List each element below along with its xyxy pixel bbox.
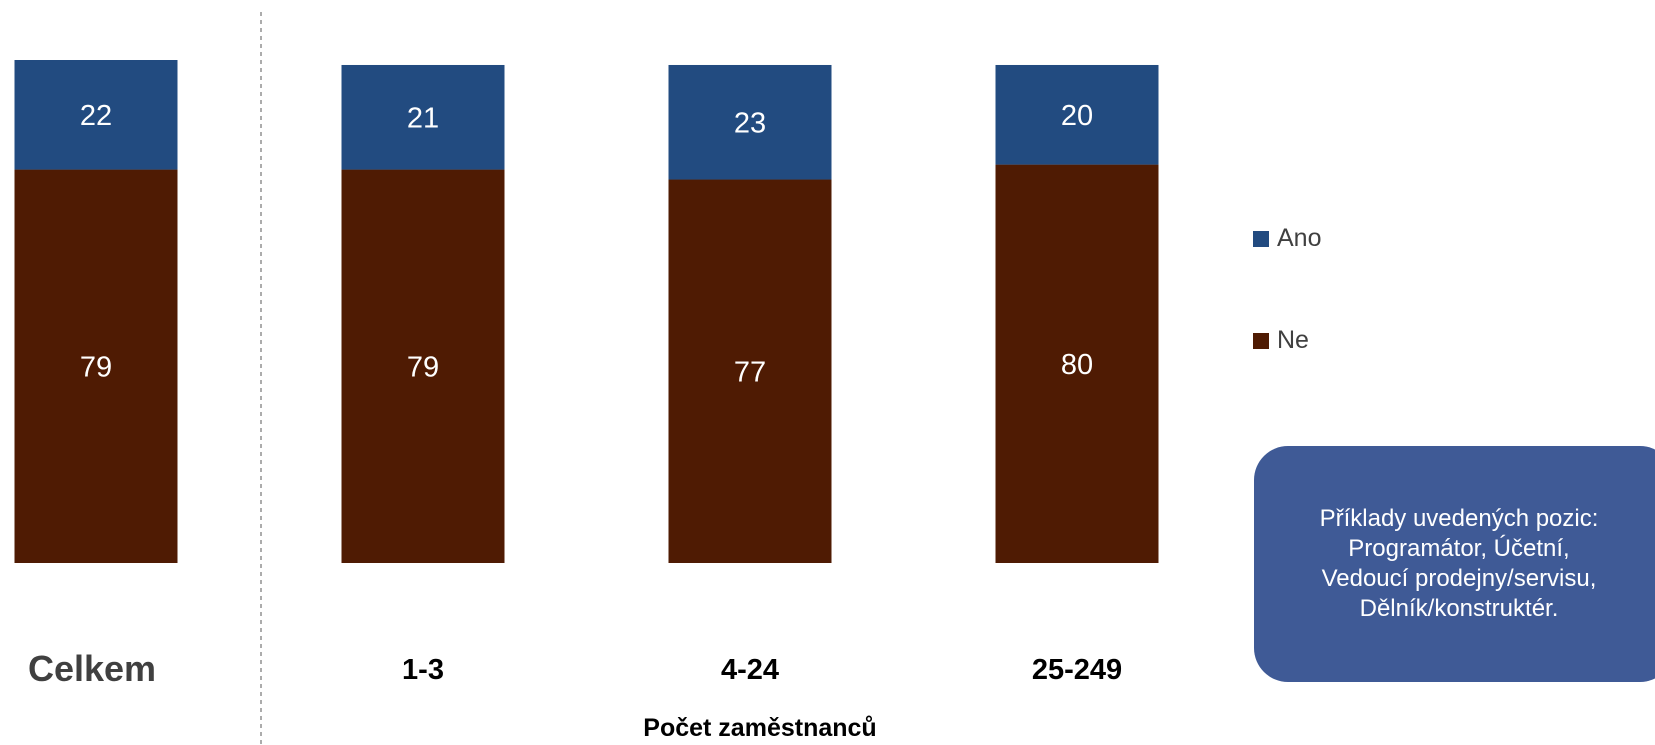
legend-swatch-ano (1253, 230, 1269, 247)
data-label-ano: 22 (80, 100, 112, 132)
category-tick-label: Celkem (28, 648, 156, 689)
category-ticks-group: Celkem 1-3 4-24 25-249 (28, 648, 1122, 689)
data-label-ne: 79 (407, 351, 439, 383)
note-line: Programátor, Účetní, (1348, 535, 1570, 562)
data-label-ano: 23 (734, 107, 766, 139)
category-tick-label: 25-249 (1032, 654, 1122, 686)
bar-ano-25-249 (995, 64, 1159, 165)
note-line: Dělník/konstruktér. (1359, 595, 1559, 622)
legend-swatch-ne (1253, 332, 1269, 349)
data-label-ano: 21 (407, 102, 439, 134)
legend-label-ano: Ano (1277, 224, 1322, 252)
data-label-ne: 79 (80, 351, 112, 383)
category-tick-label: 4-24 (721, 654, 779, 686)
bar-ano-Celkem (14, 60, 178, 170)
legend-label-ne: Ne (1277, 326, 1309, 354)
bar-ano-1-3 (341, 64, 505, 170)
x-axis-title: Počet zaměstnanců (643, 714, 876, 742)
note-line: Vedoucí prodejny/servisu, (1321, 565, 1597, 592)
bar-ne-Celkem (14, 169, 178, 563)
legend-item-ano: Ano (1253, 224, 1321, 253)
bar-ne-1-3 (341, 169, 505, 563)
note-line: Příklady uvedených pozic: (1319, 505, 1599, 532)
legend-item-ne: Ne (1253, 326, 1309, 355)
category-tick-label: 1-3 (402, 654, 444, 686)
bars-group (14, 60, 1159, 563)
data-label-ano: 20 (1061, 100, 1093, 132)
examples-note-box: Příklady uvedených pozic: Programátor, Ú… (1254, 446, 1655, 682)
bar-ne-25-249 (995, 164, 1159, 563)
bar-ano-4-24 (668, 64, 832, 180)
data-labels-group: 79 22 79 21 77 23 80 20 (80, 100, 1093, 388)
bar-ne-4-24 (668, 179, 832, 563)
data-label-ne: 80 (1061, 349, 1093, 381)
data-label-ne: 77 (734, 356, 766, 388)
